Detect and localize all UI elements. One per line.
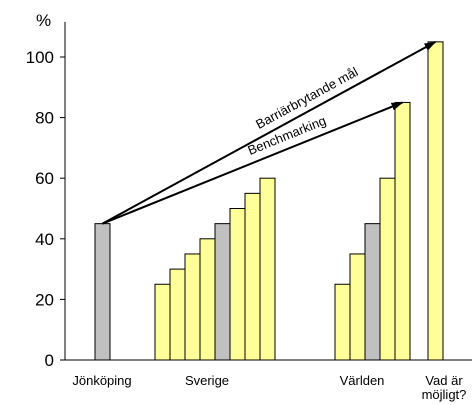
y-tick-label: 0 bbox=[45, 351, 54, 370]
bar bbox=[427, 41, 444, 361]
y-axis-ticks: 0 20 40 60 80 100 bbox=[26, 48, 65, 370]
bar bbox=[259, 177, 276, 361]
bar bbox=[184, 253, 201, 361]
annotation-arrow bbox=[102, 40, 437, 225]
bar bbox=[379, 177, 396, 361]
bar bbox=[214, 223, 231, 361]
bar bbox=[364, 223, 381, 361]
x-category-label: Världen bbox=[340, 373, 385, 388]
annotation-arrow bbox=[102, 101, 404, 225]
x-category-label: Jönköping bbox=[72, 373, 131, 388]
y-tick-label: 20 bbox=[35, 290, 54, 309]
bar bbox=[199, 238, 216, 361]
bar bbox=[244, 192, 261, 361]
y-tick-label: 80 bbox=[35, 109, 54, 128]
y-tick-label: 100 bbox=[26, 48, 54, 67]
bar bbox=[169, 268, 186, 361]
bar bbox=[349, 253, 366, 361]
x-category-label-line: Vad är bbox=[425, 373, 463, 388]
bar bbox=[229, 208, 246, 361]
y-tick-label: 40 bbox=[35, 230, 54, 249]
bar bbox=[334, 283, 351, 361]
bar bbox=[94, 223, 111, 361]
bar bbox=[394, 101, 411, 361]
x-category-label-line: möjligt? bbox=[422, 387, 467, 402]
bars bbox=[94, 41, 444, 361]
bar bbox=[154, 283, 171, 361]
y-axis-unit-label: % bbox=[36, 11, 51, 30]
x-category-label: Sverige bbox=[185, 373, 229, 388]
y-tick-label: 60 bbox=[35, 169, 54, 188]
